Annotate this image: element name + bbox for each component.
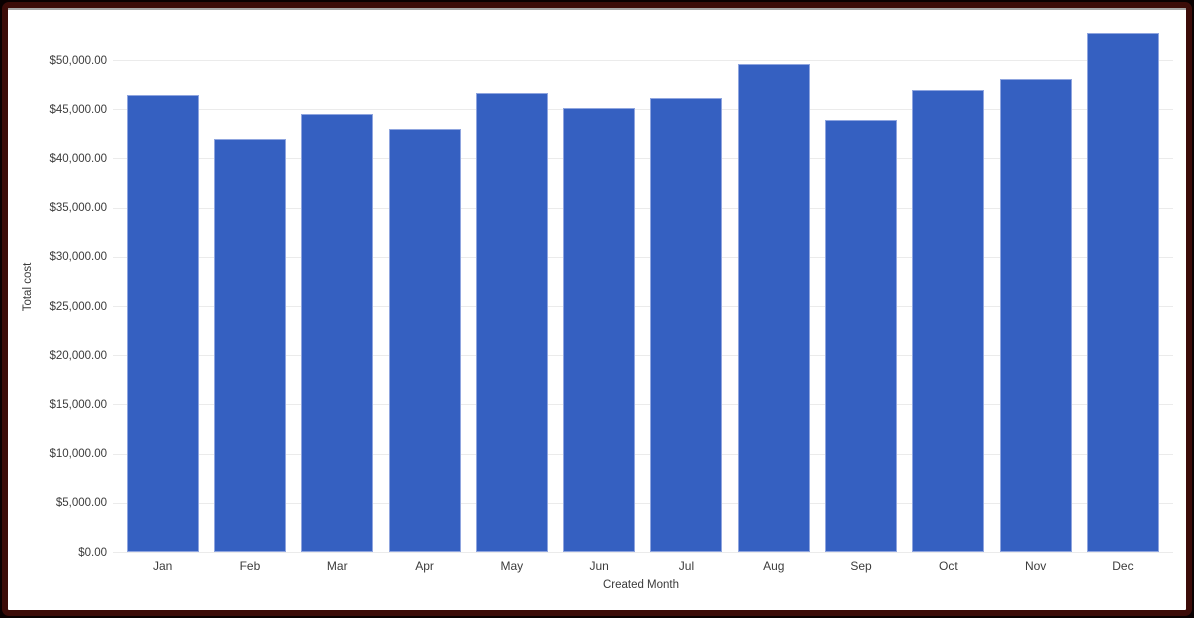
bar-chart: $0.00 $5,000.00 $10,000.00 $15,000.00 $20,00…	[8, 8, 1186, 610]
y-tick-label: $10,000.00	[49, 448, 107, 461]
y-tick-label: $20,000.00	[49, 349, 107, 362]
y-tick-label: $25,000.00	[49, 300, 107, 313]
gridline	[113, 355, 1173, 357]
bar-may[interactable]	[475, 92, 548, 553]
x-tick-label: Feb	[239, 559, 261, 573]
y-tick-label: $35,000.00	[49, 202, 107, 215]
bar-mar[interactable]	[301, 113, 374, 553]
bar-jun[interactable]	[563, 107, 636, 553]
x-tick-label: Jul	[678, 559, 695, 573]
widget-top-edge	[8, 8, 1186, 10]
bar-oct[interactable]	[912, 90, 985, 553]
bar-sep[interactable]	[825, 119, 898, 553]
y-tick-label: $50,000.00	[49, 54, 107, 67]
y-tick-label: $40,000.00	[49, 152, 107, 165]
bar-nov[interactable]	[999, 79, 1072, 553]
gridline	[113, 207, 1173, 209]
gridline	[113, 453, 1173, 455]
bar-feb[interactable]	[213, 139, 286, 553]
gridline	[113, 109, 1173, 111]
x-tick-label: Mar	[326, 559, 348, 573]
x-tick-label: Sep	[850, 559, 872, 573]
x-tick-label: Aug	[763, 559, 785, 573]
x-tick-label: Jan	[152, 559, 173, 573]
y-tick-label: $0.00	[78, 546, 107, 559]
gridline	[113, 552, 1173, 553]
x-tick-label: Nov	[1024, 559, 1047, 573]
bar-dec[interactable]	[1086, 32, 1159, 553]
y-axis-title: Total cost	[22, 262, 34, 312]
x-tick-label: May	[500, 559, 524, 573]
y-tick-label: $15,000.00	[49, 398, 107, 411]
y-tick-label: $45,000.00	[49, 103, 107, 116]
x-axis-title: Created Month	[602, 579, 680, 591]
gridline	[113, 158, 1173, 160]
gridline	[113, 256, 1173, 258]
bar-apr[interactable]	[388, 129, 461, 553]
gridline	[113, 306, 1173, 307]
bar-aug[interactable]	[737, 64, 810, 553]
gridline	[113, 60, 1173, 61]
gridline	[113, 502, 1173, 504]
x-tick-label: Jun	[589, 559, 609, 573]
bar-jan[interactable]	[126, 94, 199, 553]
y-tick-label: $30,000.00	[49, 251, 107, 264]
x-tick-label: Oct	[939, 559, 958, 573]
bar-jul[interactable]	[650, 97, 723, 553]
x-tick-label: Apr	[415, 559, 434, 573]
x-tick-label: Dec	[1112, 559, 1134, 573]
y-tick-label: $5,000.00	[55, 497, 107, 510]
gridline	[113, 404, 1173, 406]
